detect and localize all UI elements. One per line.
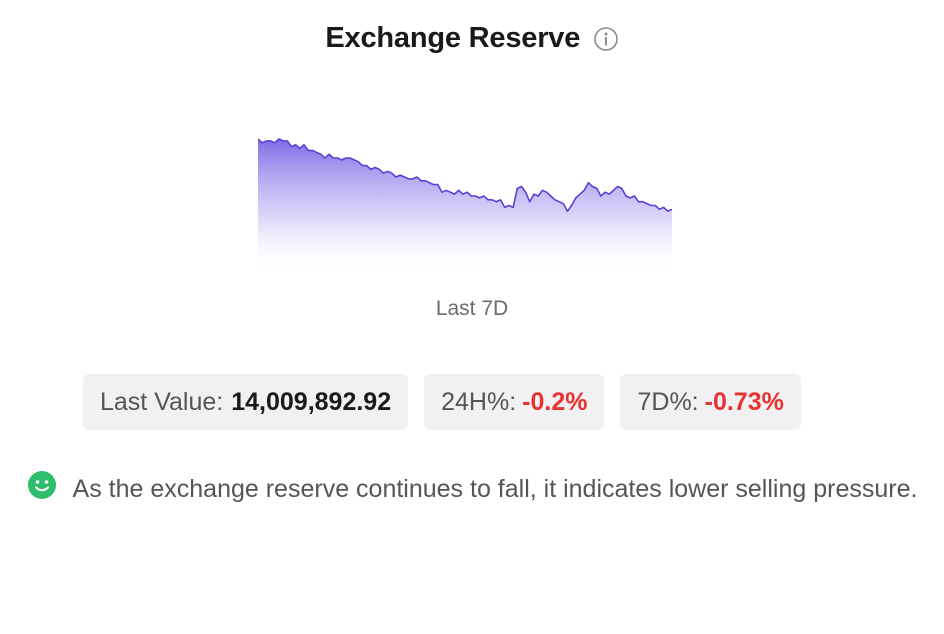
change-24h-stat: 24H%: -0.2% [424,374,605,430]
last-value-number: 14,009,892.92 [231,387,392,416]
smile-face-icon [27,469,57,499]
change-24h-value: -0.2% [522,387,588,416]
stats-row: Last Value: 14,009,892.92 24H%: -0.2% 7D… [83,374,801,430]
info-circle-icon[interactable] [593,26,619,52]
sparkline-svg [258,138,673,275]
change-7d-label: 7D%: [637,387,699,416]
page-title: Exchange Reserve [325,22,581,54]
chart-period-label: Last 7D [435,297,509,320]
sparkline-chart [258,125,674,275]
insight-text: As the exchange reserve continues to fal… [72,475,918,503]
change-7d-value: -0.73% [704,387,784,416]
last-value-label: Last Value: [100,387,224,416]
last-value-stat: Last Value: 14,009,892.92 [83,374,409,430]
change-7d-stat: 7D%: -0.73% [620,374,801,430]
insight-note: As the exchange reserve continues to fal… [0,466,944,512]
sparkline-area [258,139,672,275]
sparkline-line [258,138,673,212]
change-24h-label: 24H%: [441,387,517,416]
chart-header: Exchange Reserve [0,22,944,66]
